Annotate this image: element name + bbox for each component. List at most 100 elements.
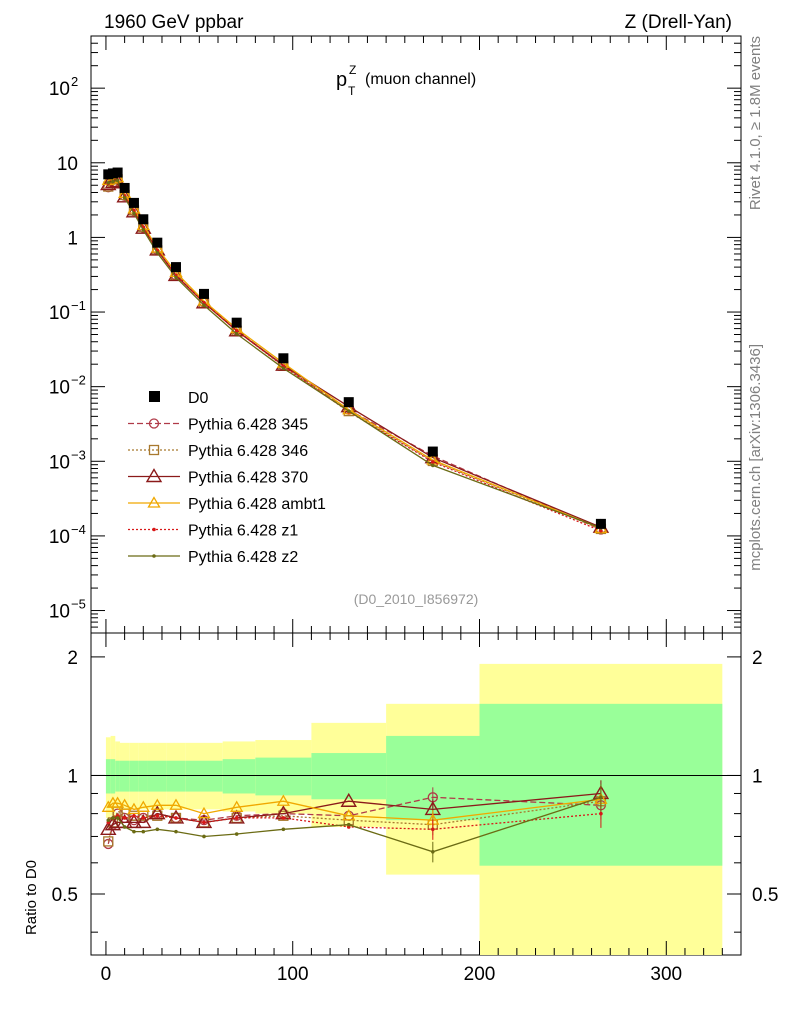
ratio-point-ambt1	[197, 806, 211, 819]
legend-marker-ambt1	[147, 496, 161, 508]
main-ytick-exponent: −3	[71, 447, 86, 462]
ratio-point-z2	[234, 832, 239, 836]
legend-label: Pythia 6.428 345	[188, 417, 308, 434]
ratio-band-inner	[311, 753, 387, 800]
ratio-point-z2	[115, 816, 120, 820]
data-point-d0	[152, 237, 163, 248]
ratio-series	[100, 780, 610, 863]
ratio-ytick-label-right: 1	[752, 766, 763, 787]
main-ytick-label: 10	[49, 602, 70, 623]
ratio-point-z2	[155, 827, 160, 832]
ratio-ytick-label-left: 0.5	[52, 885, 78, 906]
ratio-band-inner	[255, 757, 312, 796]
ratio-point-z2	[122, 825, 127, 829]
main-point-z2	[174, 275, 178, 280]
ratio-panel: 0.5 0.5 1 1 2 2 0 100 200 300 Ratio to D0	[23, 632, 778, 985]
ratio-point-p370	[149, 805, 166, 820]
data-point-d0	[278, 353, 289, 364]
main-series	[100, 170, 610, 535]
ratio-ytick-label-right: 2	[752, 648, 763, 669]
data-point-d0	[112, 167, 123, 178]
ratio-xtick-label: 200	[464, 964, 496, 985]
ratio-point-z1	[202, 820, 206, 825]
legend: D0 Pythia 6.428 345 Pythia 6.428 346 Pythia…	[128, 390, 326, 566]
data-point-d0	[119, 182, 130, 193]
ratio-point-ambt1	[127, 802, 141, 815]
ratio-x-ticks: 0 100 200 300	[101, 633, 742, 985]
ratio-point-z1	[431, 827, 435, 832]
ratio-band-inner	[222, 759, 256, 794]
ratio-point-z2	[106, 818, 111, 822]
main-point-z2	[141, 228, 146, 232]
main-point-z1	[234, 329, 239, 333]
legend-label: Pythia 6.428 346	[188, 443, 308, 460]
main-ytick-label: 10	[49, 79, 70, 100]
ratio-point-z2	[174, 829, 178, 834]
ratio-point-z2	[346, 822, 351, 827]
main-ytick-exponent: −2	[71, 373, 86, 388]
main-ytick-label: 10	[49, 527, 70, 548]
side-text-mcplots: mcplots.cern.ch [arXiv:1306.3436]	[747, 344, 764, 571]
main-point-p370	[116, 188, 133, 203]
ratio-xtick-label: 300	[650, 964, 682, 985]
ratio-xtick-label: 100	[277, 964, 309, 985]
ratio-line-z2	[108, 796, 602, 853]
legend-marker-p345	[148, 418, 160, 429]
plot-title-sub: T	[348, 84, 356, 98]
main-point-z2	[346, 409, 351, 413]
ratio-point-p370	[135, 813, 152, 829]
main-point-z2	[122, 195, 127, 200]
ratio-point-z1	[132, 813, 136, 818]
legend-marker-p370	[145, 468, 163, 483]
legend-label: D0	[188, 390, 209, 407]
ratio-point-z1	[141, 816, 146, 820]
ratio-ylabel: Ratio to D0	[23, 860, 40, 935]
ratio-band-inner	[115, 760, 120, 792]
header-left: 1960 GeV ppbar	[104, 12, 244, 33]
ratio-point-p370	[167, 809, 185, 824]
ratio-ytick-label-left: 1	[67, 766, 78, 787]
ratio-ytick-label-right: 0.5	[752, 885, 778, 906]
ratio-point-p370	[100, 820, 117, 835]
ratio-point-p370	[228, 809, 245, 824]
ratio-band-inner	[105, 759, 111, 794]
ratio-band-inner	[138, 760, 148, 792]
side-text-rivet: Rivet 4.1.0, ≥ 1.8M events	[747, 36, 764, 210]
analysis-id: (D0_2010_I856972)	[354, 591, 479, 607]
ratio-band-inner	[147, 760, 167, 792]
ratio-point-ambt1	[136, 800, 150, 812]
ratio-point-z2	[132, 829, 136, 834]
main-point-z2	[431, 463, 435, 468]
data-point-d0	[231, 317, 242, 328]
ratio-point-ambt1	[230, 800, 244, 812]
ratio-band-inner	[110, 759, 116, 794]
ratio-point-ambt1	[117, 798, 132, 810]
ratio-point-z1	[281, 816, 286, 820]
legend-label: Pythia 6.428 z1	[188, 523, 298, 540]
ratio-point-z2	[111, 816, 115, 820]
main-point-p370	[167, 266, 185, 282]
plot-title-rest: (muon channel)	[365, 71, 476, 88]
ratio-point-z2	[141, 829, 146, 834]
ratio-point-z2	[431, 849, 435, 854]
main-data-points	[103, 167, 606, 529]
main-point-z2	[111, 179, 115, 184]
ratio-band-inner	[166, 760, 186, 792]
data-point-d0	[595, 518, 606, 529]
ratio-point-p346	[278, 810, 289, 821]
main-x-ticks	[105, 36, 742, 633]
ratio-band-inner	[119, 760, 130, 792]
legend-marker-p346	[148, 444, 160, 456]
main-ytick-label: 1	[67, 228, 78, 249]
main-ytick-exponent: 2	[71, 74, 78, 89]
ratio-point-z2	[281, 827, 286, 832]
ratio-line-p370	[107, 792, 601, 830]
data-point-d0	[199, 288, 210, 299]
ratio-line-ambt1	[107, 798, 601, 821]
ratio-point-z2	[202, 834, 206, 839]
ratio-band-inner	[185, 760, 223, 792]
data-point-d0	[170, 262, 181, 273]
ratio-point-z1	[122, 816, 127, 820]
